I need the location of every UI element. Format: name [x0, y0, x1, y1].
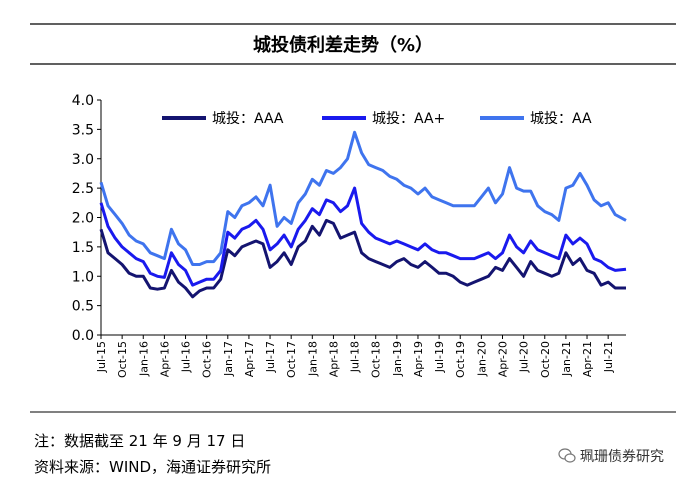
- y-tick-label: 4.0: [72, 93, 94, 109]
- x-tick-label: Jan-20: [475, 341, 488, 377]
- wechat-icon: [558, 448, 576, 463]
- source-text: 资料来源：WIND，海通证券研究所: [34, 458, 272, 476]
- x-tick-label: Jan-18: [306, 341, 319, 377]
- x-tick-label: Apr-19: [412, 341, 425, 377]
- x-tick-label: Jul-16: [180, 341, 193, 373]
- x-tick-label: Jul-18: [349, 341, 362, 373]
- y-tick-label: 3.0: [72, 152, 94, 168]
- legend-label-2: 城投：AA+: [372, 111, 445, 127]
- x-tick-label: Oct-19: [454, 341, 467, 378]
- axes: 0.0 0.5 1.0 1.5 2.0 2.5 3.0 3.5 4.0 Jul-15 Oct-15 J…: [72, 93, 626, 378]
- x-tick-label: Oct-18: [370, 341, 383, 378]
- legend-label-1: 城投：AAA: [212, 111, 284, 127]
- watermark-text: 珮珊债券研究: [580, 449, 664, 465]
- x-tick-label: Oct-17: [285, 341, 298, 378]
- chart: 城投债利差走势（%） 0.0 0.5 1.0 1.5 2.0 2.5 3.0 3.5 4.0 Ju…: [30, 23, 676, 413]
- y-tick-label: 0.5: [72, 299, 94, 315]
- x-tick-label: Jul-20: [518, 341, 531, 373]
- x-tick-label: Oct-15: [116, 341, 129, 378]
- x-tick-label: Apr-20: [496, 341, 509, 377]
- series-line-2: [99, 186, 627, 287]
- x-tick-label: Apr-16: [158, 341, 171, 377]
- y-tick-label: 0.0: [72, 328, 94, 344]
- x-tick-label: Jul-17: [264, 341, 277, 373]
- y-tick-label: 2.0: [72, 211, 94, 227]
- x-tick-label: Jan-21: [560, 341, 573, 377]
- y-tick-label: 1.5: [72, 240, 94, 256]
- x-tick-label: Oct-20: [539, 341, 552, 378]
- y-tick-label: 3.5: [72, 122, 94, 138]
- x-tick-label: Jul-15: [95, 341, 108, 373]
- x-tick-label: Jan-16: [137, 341, 150, 377]
- x-tick-label: Apr-18: [327, 341, 340, 377]
- legend: 城投：AAA 城投：AA+ 城投：AA: [162, 111, 592, 127]
- x-tick-label: Jan-19: [391, 341, 404, 377]
- legend-label-3: 城投：AA: [530, 111, 592, 127]
- series-line-3: [99, 130, 627, 266]
- x-tick-label: Apr-21: [581, 341, 594, 377]
- y-tick-label: 2.5: [72, 181, 94, 197]
- x-tick-label: Jul-19: [433, 341, 446, 373]
- x-tick-label: Jul-21: [602, 341, 615, 373]
- x-tick-label: Apr-17: [243, 341, 256, 377]
- note-text: 注：数据截至 21 年 9 月 17 日: [34, 432, 246, 450]
- y-tick-label: 1.0: [72, 269, 94, 285]
- x-tick-label: Jan-17: [222, 341, 235, 377]
- series-lines: [99, 130, 627, 299]
- chart-title: 城投债利差走势（%）: [253, 34, 433, 56]
- series-line-1: [99, 218, 626, 299]
- watermark: 珮珊债券研究: [558, 446, 664, 466]
- x-tick-label: Oct-16: [201, 341, 214, 378]
